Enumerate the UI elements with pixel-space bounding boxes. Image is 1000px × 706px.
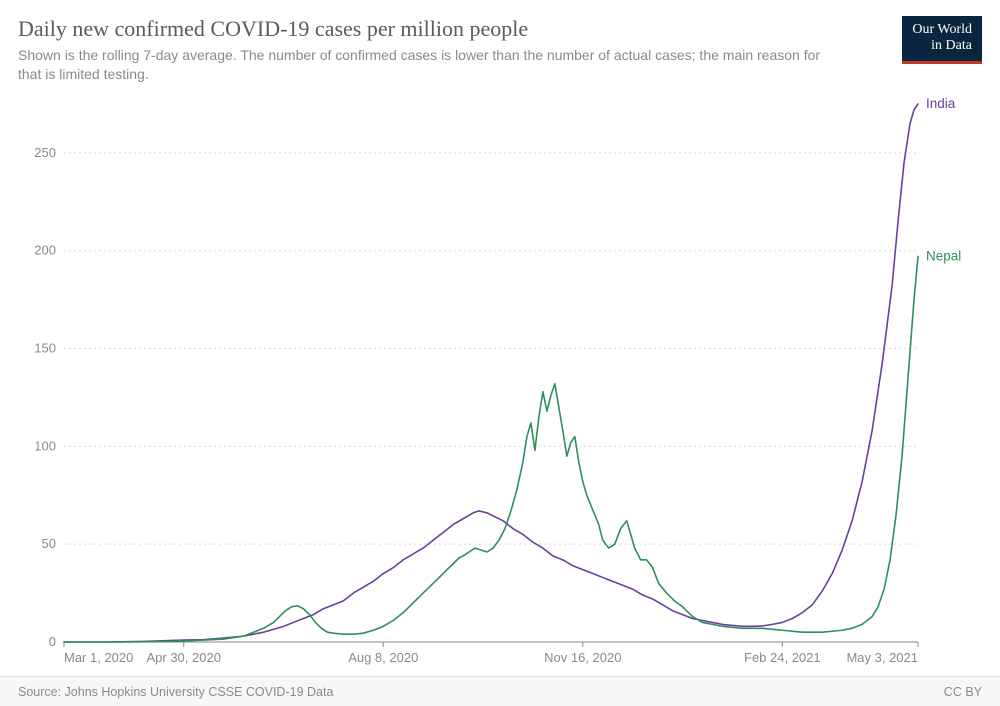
- chart-container: Daily new confirmed COVID-19 cases per m…: [0, 0, 1000, 706]
- series-label-nepal: Nepal: [926, 248, 961, 263]
- series-label-india: India: [926, 96, 956, 111]
- x-tick-label: Aug 8, 2020: [348, 650, 418, 665]
- y-tick-label: 150: [34, 340, 56, 355]
- y-tick-label: 0: [49, 634, 56, 649]
- logo-line-2: in Data: [912, 38, 972, 54]
- x-tick-label: Feb 24, 2021: [744, 650, 821, 665]
- source-text: Source: Johns Hopkins University CSSE CO…: [18, 685, 333, 699]
- x-tick-label: Nov 16, 2020: [544, 650, 621, 665]
- series-line-india: [64, 104, 918, 642]
- x-tick-label: May 3, 2021: [846, 650, 918, 665]
- chart-header: Daily new confirmed COVID-19 cases per m…: [18, 16, 982, 84]
- x-tick-label: Mar 1, 2020: [64, 650, 133, 665]
- logo-line-1: Our World: [912, 22, 972, 38]
- y-tick-label: 50: [42, 536, 56, 551]
- line-chart-svg: 0 50 100 150 200 250 Mar 1, 2020 Apr 30, 2020 Au…: [18, 94, 982, 668]
- chart-subtitle: Shown is the rolling 7-day average. The …: [18, 46, 838, 84]
- logo: Our World in Data: [902, 16, 982, 64]
- series-line-nepal: [64, 256, 918, 641]
- chart-footer: Source: Johns Hopkins University CSSE CO…: [0, 676, 1000, 706]
- y-tick-label: 100: [34, 438, 56, 453]
- plot-area: 0 50 100 150 200 250 Mar 1, 2020 Apr 30, 2020 Au…: [18, 94, 982, 673]
- x-tick-label: Apr 30, 2020: [146, 650, 220, 665]
- license-text: CC BY: [944, 685, 982, 699]
- chart-title: Daily new confirmed COVID-19 cases per m…: [18, 16, 982, 42]
- y-tick-label: 250: [34, 145, 56, 160]
- y-tick-label: 200: [34, 243, 56, 258]
